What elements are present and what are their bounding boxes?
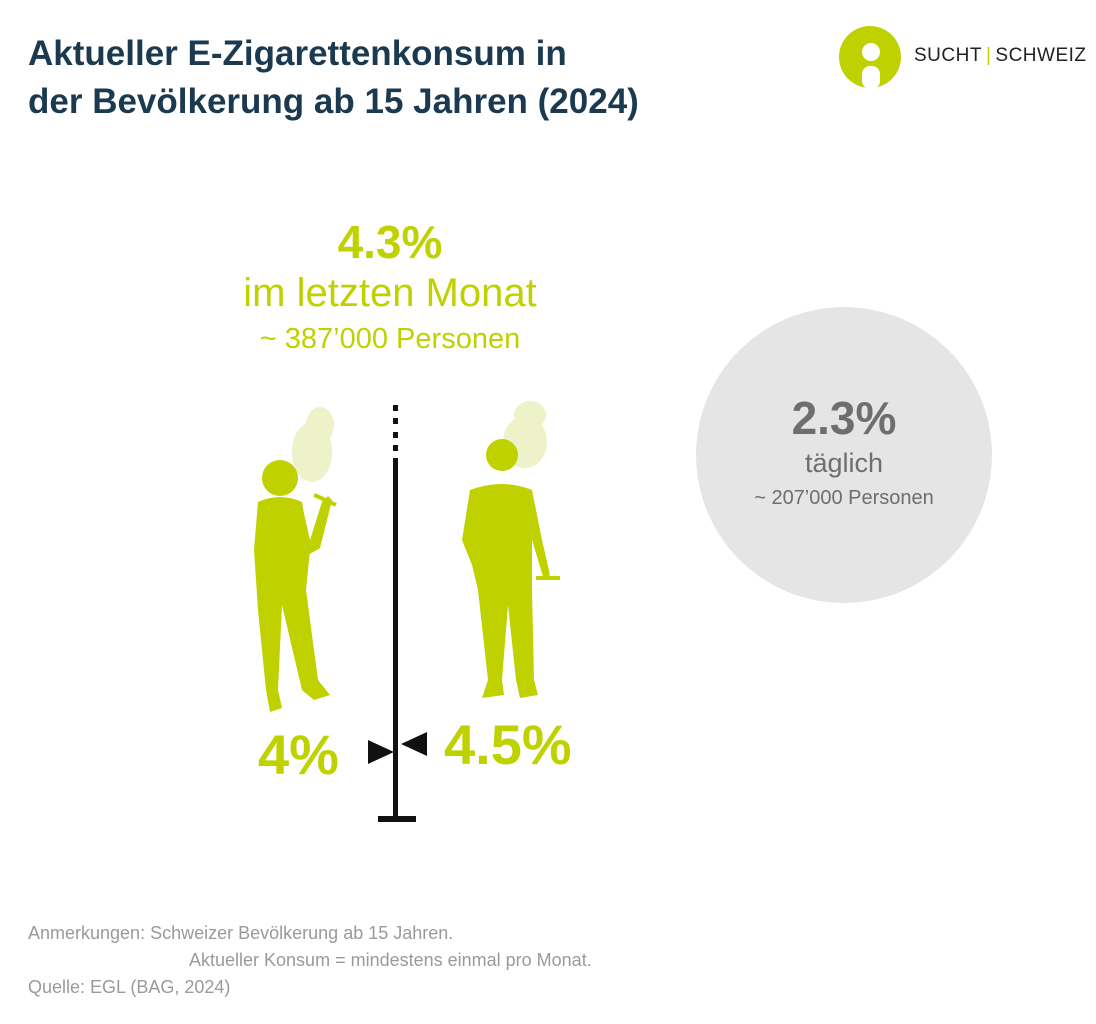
source: Quelle: EGL (BAG, 2024) xyxy=(28,977,231,997)
logo-text-right: SCHWEIZ xyxy=(995,45,1087,66)
women-value: 4% xyxy=(258,723,339,786)
daily-circle: 2.3% täglich ~ 207’000 Personen xyxy=(696,307,992,603)
notes-line-1: Schweizer Bevölkerung ab 15 Jahren. xyxy=(150,923,454,943)
marker-right-triangle xyxy=(401,732,427,756)
man-silhouette xyxy=(462,439,560,698)
monthly-value: 4.3% xyxy=(337,216,443,268)
notes-line-2: Aktueller Konsum = mindestens einmal pro… xyxy=(189,950,592,970)
sucht-schweiz-logo: SUCHT | SCHWEIZ xyxy=(838,25,1088,89)
page-title: Aktueller E-Zigarettenkonsum in der Bevö… xyxy=(28,30,639,126)
men-value: 4.5% xyxy=(444,713,572,776)
smoke-left xyxy=(292,407,334,482)
woman-silhouette xyxy=(254,460,337,712)
notes-label: Anmerkungen: xyxy=(28,923,146,943)
daily-label: täglich xyxy=(804,448,884,478)
logo-separator: | xyxy=(985,45,992,66)
logo-icon xyxy=(839,26,901,89)
logo-text: SUCHT | SCHWEIZ xyxy=(914,45,1087,67)
monthly-persons: ~ 387’000 Personen xyxy=(259,323,521,355)
monthly-stat: 4.3% im letzten Monat ~ 387’000 Personen xyxy=(190,215,590,361)
gender-figure xyxy=(254,401,560,822)
title-line-1: Aktueller E-Zigarettenkonsum in xyxy=(28,34,567,73)
daily-persons: ~ 207’000 Personen xyxy=(754,487,934,509)
title-line-2: der Bevölkerung ab 15 Jahren (2024) xyxy=(28,82,639,121)
logo-text-left: SUCHT xyxy=(914,45,982,66)
daily-value: 2.3% xyxy=(791,392,897,444)
notes: Anmerkungen: Schweizer Bevölkerung ab 15… xyxy=(28,920,592,1001)
axis-line xyxy=(378,405,416,822)
marker-left-triangle xyxy=(368,740,394,764)
monthly-label: im letzten Monat xyxy=(243,271,537,315)
